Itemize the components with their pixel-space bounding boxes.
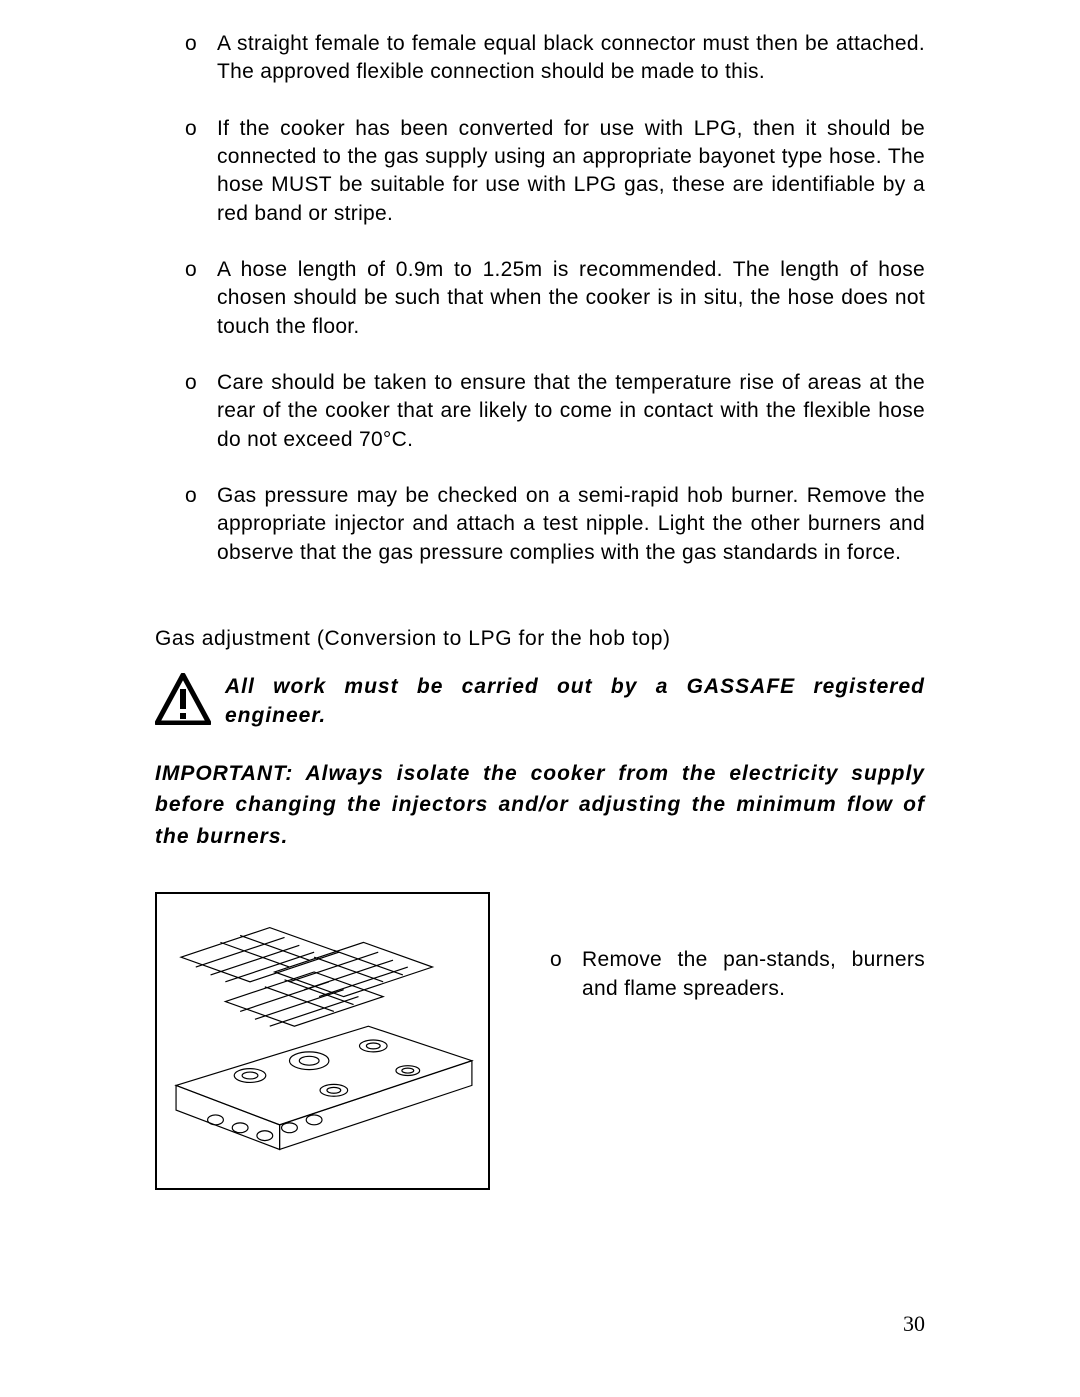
warning-row: All work must be carried out by a GASSAF… [155, 673, 925, 730]
illustration-row: o Remove the pan-stands, burners and fla… [155, 892, 925, 1190]
bullet-text: A straight female to female equal black … [217, 30, 925, 87]
section-heading: Gas adjustment (Conversion to LPG for th… [155, 627, 925, 651]
list-item: o Gas pressure may be checked on a semi-… [185, 482, 925, 567]
warning-text: All work must be carried out by a GASSAF… [225, 673, 925, 730]
bullet-marker: o [185, 256, 217, 341]
bullet-marker: o [550, 946, 582, 1003]
list-item: o A straight female to female equal blac… [185, 30, 925, 87]
hob-exploded-illustration [155, 892, 490, 1190]
bullet-marker: o [185, 482, 217, 567]
page-number: 30 [903, 1311, 925, 1337]
illustration-caption-area: o Remove the pan-stands, burners and fla… [550, 892, 925, 1003]
bullet-text: If the cooker has been converted for use… [217, 115, 925, 228]
bullet-text: Remove the pan-stands, burners and flame… [582, 946, 925, 1003]
document-page: o A straight female to female equal blac… [0, 0, 1080, 1397]
list-item: o If the cooker has been converted for u… [185, 115, 925, 228]
warning-triangle-icon [155, 673, 211, 725]
important-note: IMPORTANT: Always isolate the cooker fro… [155, 758, 925, 853]
list-item: o Care should be taken to ensure that th… [185, 369, 925, 454]
bullet-marker: o [185, 115, 217, 228]
bullet-marker: o [185, 30, 217, 87]
instruction-bullet-list: o A straight female to female equal blac… [185, 30, 925, 567]
bullet-marker: o [185, 369, 217, 454]
bullet-text: A hose length of 0.9m to 1.25m is recomm… [217, 256, 925, 341]
bullet-text: Care should be taken to ensure that the … [217, 369, 925, 454]
list-item: o A hose length of 0.9m to 1.25m is reco… [185, 256, 925, 341]
bullet-text: Gas pressure may be checked on a semi-ra… [217, 482, 925, 567]
list-item: o Remove the pan-stands, burners and fla… [550, 946, 925, 1003]
hob-drawing-icon [161, 898, 484, 1184]
